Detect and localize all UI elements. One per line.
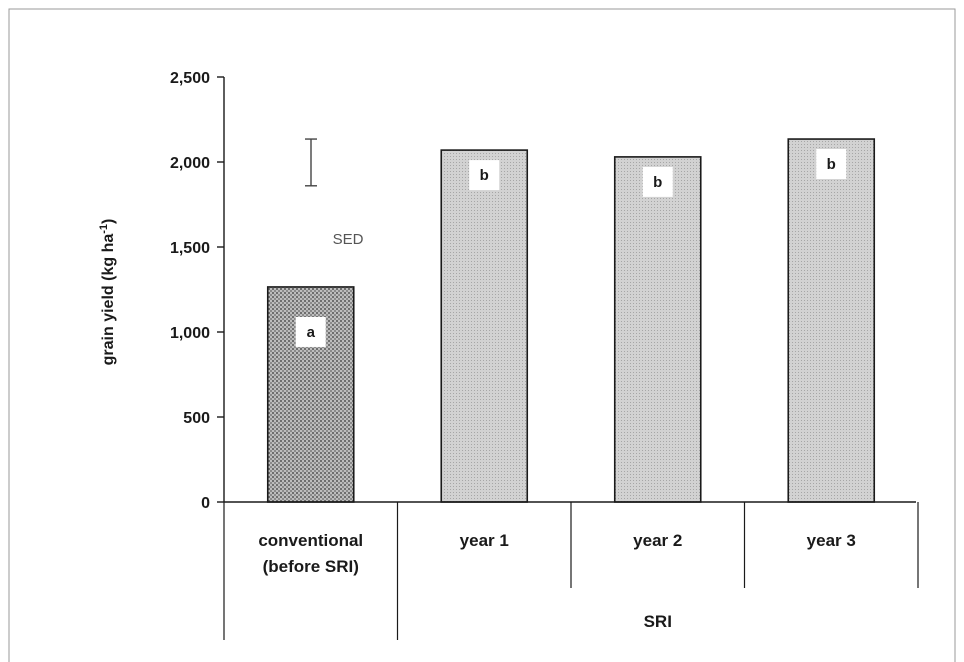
bar-3 bbox=[613, 156, 702, 503]
category-label: conventional bbox=[258, 531, 363, 550]
group-label: SRI bbox=[644, 612, 672, 631]
sed-label: SED bbox=[333, 231, 364, 248]
category-label: (before SRI) bbox=[263, 557, 359, 576]
significance-box bbox=[469, 160, 500, 191]
category-label: year 3 bbox=[807, 531, 856, 550]
significance-letter: b bbox=[653, 174, 662, 191]
category-label: year 2 bbox=[633, 531, 682, 550]
y-tick-label: 2,000 bbox=[170, 155, 210, 172]
category-label: year 1 bbox=[460, 531, 509, 550]
bar-4 bbox=[787, 138, 876, 503]
significance-box bbox=[816, 149, 847, 180]
significance-box bbox=[295, 316, 326, 347]
chart-frame bbox=[8, 8, 956, 662]
y-tick-label: 500 bbox=[183, 410, 210, 427]
y-tick-label: 0 bbox=[201, 495, 210, 512]
y-tick-label: 2,500 bbox=[170, 70, 210, 87]
y-tick-label: 1,500 bbox=[170, 240, 210, 257]
y-tick-label: 1,000 bbox=[170, 325, 210, 342]
bar-2 bbox=[440, 149, 529, 503]
significance-letter: a bbox=[307, 324, 316, 341]
significance-letter: b bbox=[480, 167, 489, 184]
significance-box bbox=[642, 166, 673, 197]
y-axis-label: grain yield (kg ha-1) bbox=[98, 219, 117, 366]
significance-letter: b bbox=[827, 156, 836, 173]
